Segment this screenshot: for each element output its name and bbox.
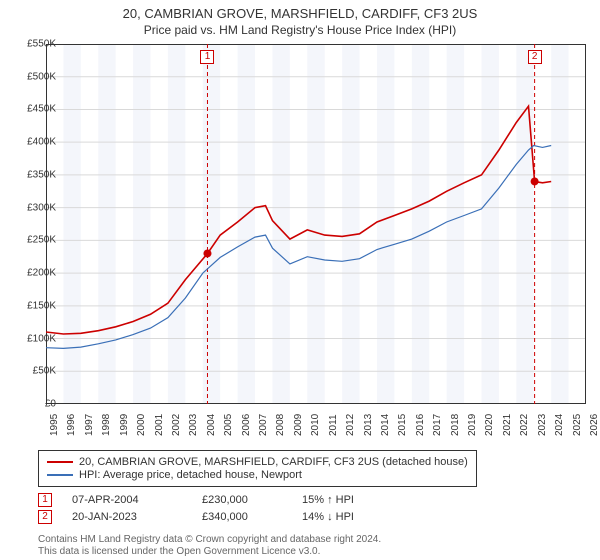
x-tick-label: 2022 xyxy=(519,414,530,436)
y-tick-label: £450K xyxy=(27,104,56,115)
x-tick-label: 2018 xyxy=(450,414,461,436)
legend: 20, CAMBRIAN GROVE, MARSHFIELD, CARDIFF,… xyxy=(38,450,477,487)
x-tick-label: 2012 xyxy=(345,414,356,436)
x-tick-label: 2020 xyxy=(484,414,495,436)
y-tick-label: £250K xyxy=(27,235,56,246)
footer-line: This data is licensed under the Open Gov… xyxy=(38,546,381,558)
transaction-date: 07-APR-2004 xyxy=(72,494,202,506)
x-tick-label: 1998 xyxy=(101,414,112,436)
transaction-row: 2 20-JAN-2023 £340,000 14% ↓ HPI xyxy=(38,510,422,524)
legend-label: 20, CAMBRIAN GROVE, MARSHFIELD, CARDIFF,… xyxy=(79,456,468,468)
y-tick-label: £350K xyxy=(27,169,56,180)
x-tick-label: 2019 xyxy=(467,414,478,436)
transaction-pct: 15% ↑ HPI xyxy=(302,494,422,506)
y-tick-label: £400K xyxy=(27,137,56,148)
marker-label-box: 2 xyxy=(528,50,542,64)
x-tick-label: 1999 xyxy=(119,414,130,436)
x-tick-label: 1996 xyxy=(66,414,77,436)
y-tick-label: £50K xyxy=(33,366,56,377)
x-tick-label: 2008 xyxy=(275,414,286,436)
x-tick-label: 2014 xyxy=(380,414,391,436)
x-tick-label: 2016 xyxy=(415,414,426,436)
y-tick-label: £200K xyxy=(27,268,56,279)
legend-swatch xyxy=(47,474,73,476)
chart-plot xyxy=(46,44,586,404)
x-tick-label: 2002 xyxy=(171,414,182,436)
transaction-pct: 14% ↓ HPI xyxy=(302,511,422,523)
marker-badge: 1 xyxy=(38,493,52,507)
legend-item: 20, CAMBRIAN GROVE, MARSHFIELD, CARDIFF,… xyxy=(47,456,468,468)
y-tick-label: £550K xyxy=(27,39,56,50)
chart-title: 20, CAMBRIAN GROVE, MARSHFIELD, CARDIFF,… xyxy=(0,0,600,21)
x-tick-label: 2005 xyxy=(223,414,234,436)
x-tick-label: 2024 xyxy=(554,414,565,436)
legend-item: HPI: Average price, detached house, Newp… xyxy=(47,469,468,481)
chart-subtitle: Price paid vs. HM Land Registry's House … xyxy=(0,21,600,41)
transaction-price: £340,000 xyxy=(202,511,302,523)
y-tick-label: £100K xyxy=(27,333,56,344)
transaction-date: 20-JAN-2023 xyxy=(72,511,202,523)
x-tick-label: 2021 xyxy=(502,414,513,436)
x-tick-label: 2007 xyxy=(258,414,269,436)
x-tick-label: 2013 xyxy=(363,414,374,436)
chart-container: 20, CAMBRIAN GROVE, MARSHFIELD, CARDIFF,… xyxy=(0,0,600,560)
marker-label-box: 1 xyxy=(200,50,214,64)
x-tick-label: 2025 xyxy=(572,414,583,436)
x-tick-label: 2006 xyxy=(241,414,252,436)
x-tick-label: 2001 xyxy=(154,414,165,436)
footer-attribution: Contains HM Land Registry data © Crown c… xyxy=(38,534,381,558)
transaction-row: 1 07-APR-2004 £230,000 15% ↑ HPI xyxy=(38,493,422,507)
x-tick-label: 2017 xyxy=(432,414,443,436)
x-tick-label: 2004 xyxy=(206,414,217,436)
transaction-price: £230,000 xyxy=(202,494,302,506)
y-tick-label: £300K xyxy=(27,202,56,213)
x-tick-label: 1997 xyxy=(84,414,95,436)
x-tick-label: 1995 xyxy=(49,414,60,436)
y-tick-label: £500K xyxy=(27,71,56,82)
x-tick-label: 2023 xyxy=(537,414,548,436)
transaction-rows: 1 07-APR-2004 £230,000 15% ↑ HPI 2 20-JA… xyxy=(38,490,422,527)
marker-badge: 2 xyxy=(38,510,52,524)
x-tick-label: 2026 xyxy=(589,414,600,436)
x-tick-label: 2011 xyxy=(328,414,339,436)
x-tick-label: 2009 xyxy=(293,414,304,436)
y-tick-label: £0 xyxy=(45,399,56,410)
y-tick-label: £150K xyxy=(27,300,56,311)
legend-label: HPI: Average price, detached house, Newp… xyxy=(79,469,302,481)
x-tick-label: 2015 xyxy=(397,414,408,436)
footer-line: Contains HM Land Registry data © Crown c… xyxy=(38,534,381,546)
x-tick-label: 2000 xyxy=(136,414,147,436)
legend-swatch xyxy=(47,461,73,463)
x-tick-label: 2003 xyxy=(188,414,199,436)
x-tick-label: 2010 xyxy=(310,414,321,436)
